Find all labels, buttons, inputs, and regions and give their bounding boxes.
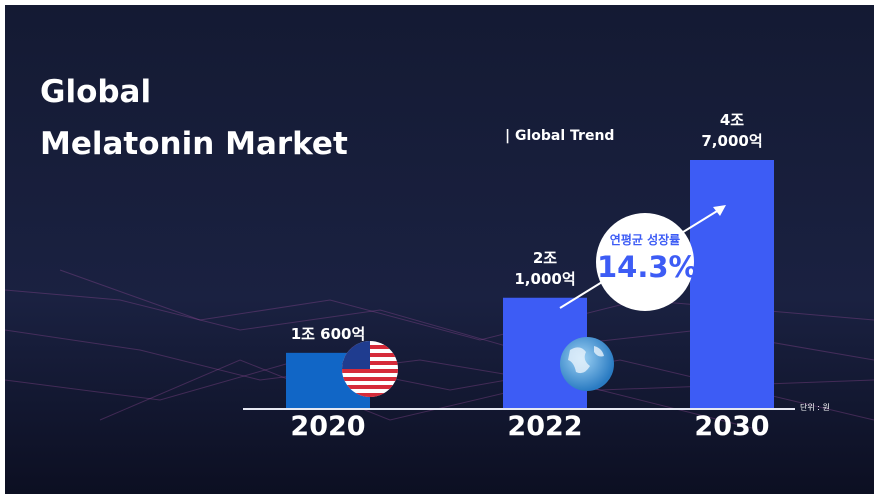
annotation: 14.3% xyxy=(597,250,698,284)
value-label: 4조 7,000억 xyxy=(701,111,763,150)
cagr-badge xyxy=(596,213,694,311)
arrow-head xyxy=(713,205,726,216)
unit-note: 단위 : 원 xyxy=(800,403,830,412)
value-label: 1조 600억 xyxy=(290,324,366,343)
value-label: 2조 1,000억 xyxy=(514,248,576,288)
bar xyxy=(690,160,774,409)
x-tick-label: 2030 xyxy=(694,411,770,442)
x-tick-label: 2022 xyxy=(507,411,583,442)
us-flag-icon xyxy=(342,341,398,397)
annotation: 연평균 성장률 xyxy=(609,233,681,247)
globe-icon xyxy=(560,337,614,391)
subtitle: | Global Trend xyxy=(505,128,615,144)
x-tick-label: 2020 xyxy=(290,411,366,442)
chart-title: Global Melatonin Market xyxy=(40,74,348,162)
